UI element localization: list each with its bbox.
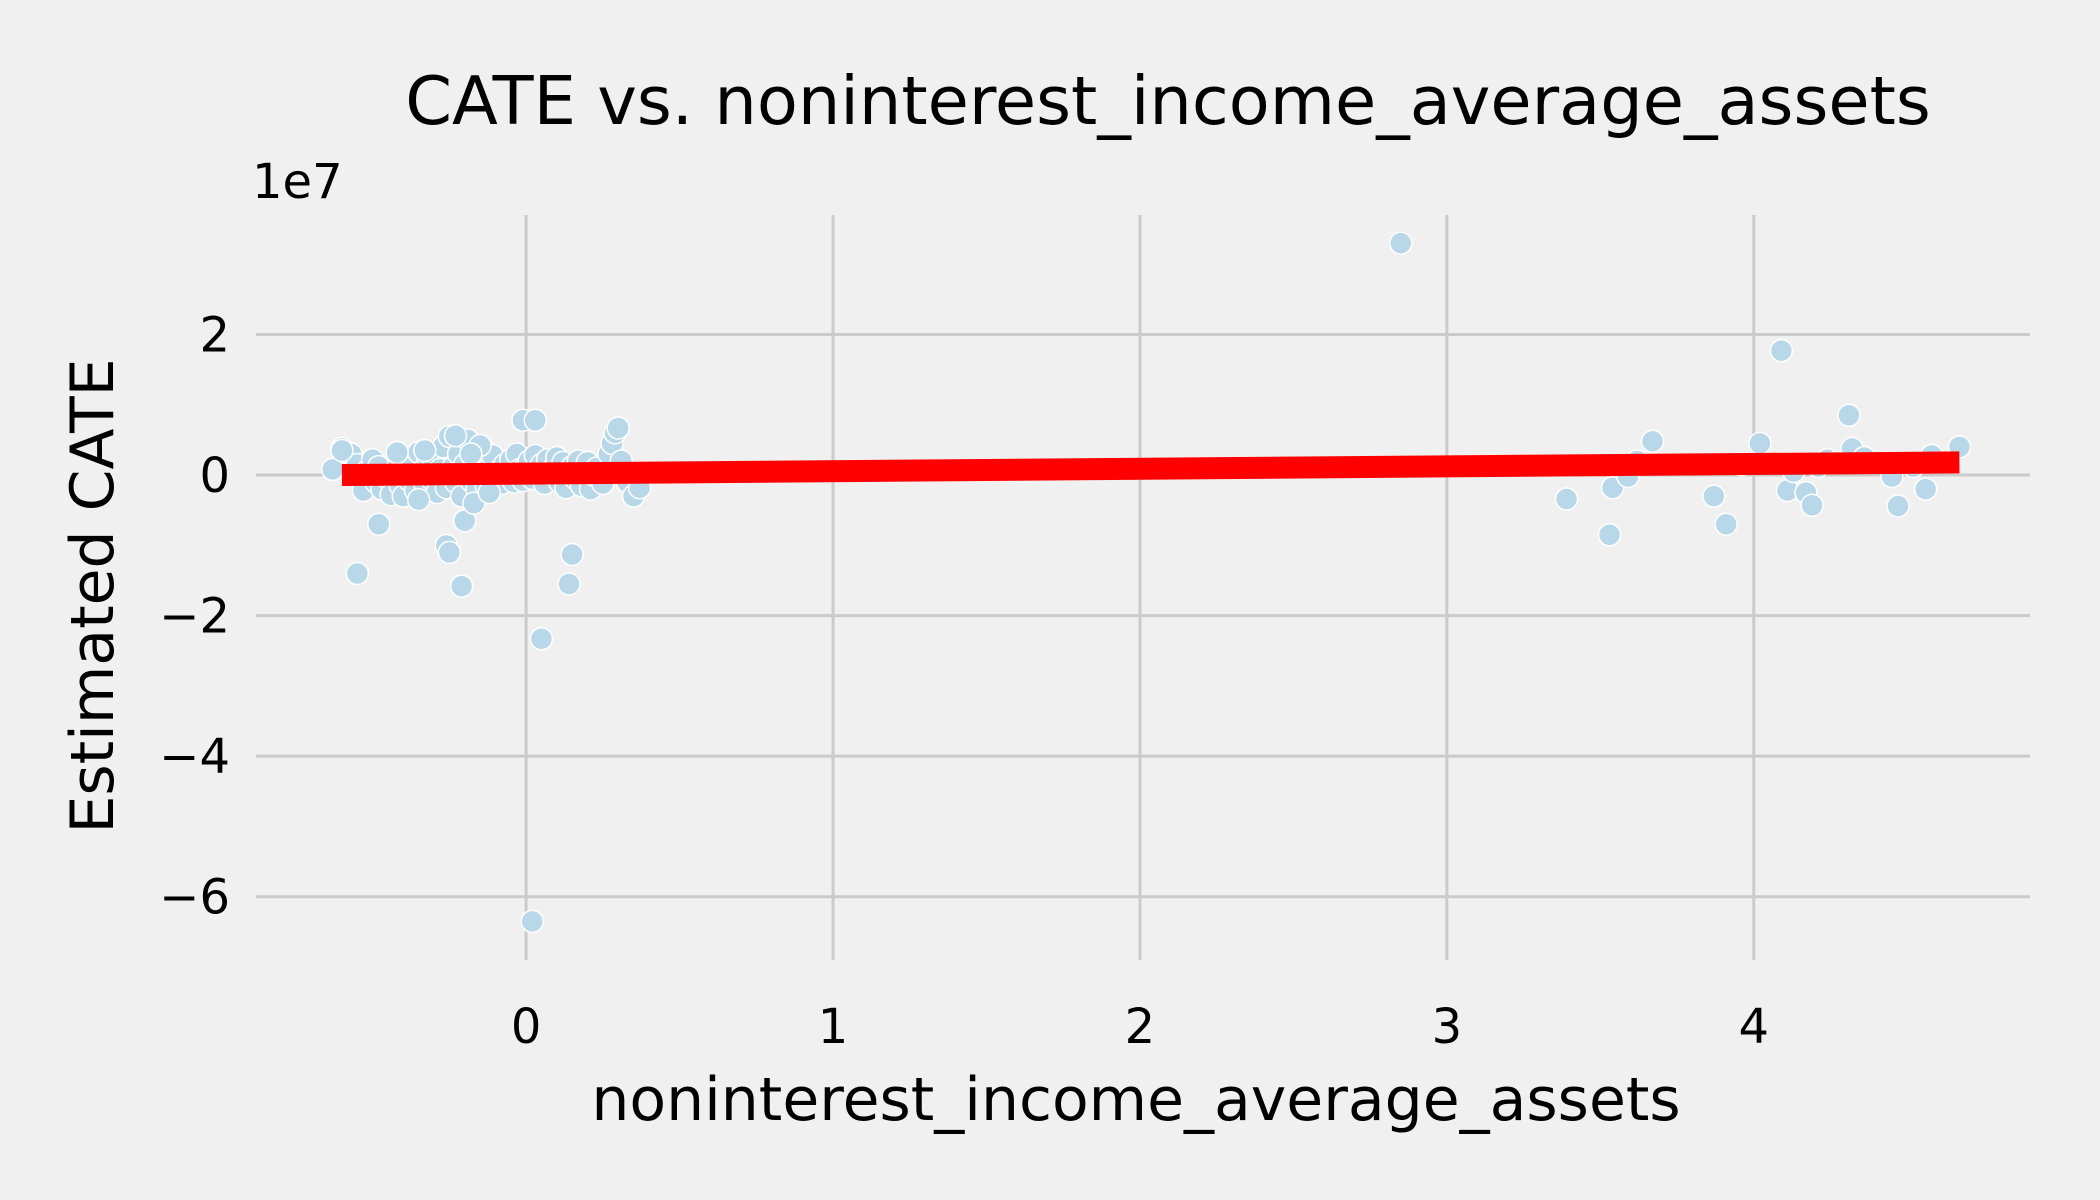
data-point bbox=[385, 440, 409, 465]
data-point bbox=[1640, 429, 1665, 454]
data-point bbox=[1554, 487, 1579, 511]
y-axis-label: Estimated CATE bbox=[58, 358, 128, 833]
y-tick-label: −6 bbox=[159, 870, 230, 926]
data-point bbox=[520, 909, 544, 934]
x-tick-label: 2 bbox=[1125, 999, 1156, 1055]
y-tick-label: 0 bbox=[199, 448, 230, 504]
x-tick-labels: 0 1 2 3 4 bbox=[511, 999, 1769, 1055]
data-point bbox=[529, 627, 554, 651]
x-tick-label: 1 bbox=[818, 999, 849, 1055]
data-point bbox=[413, 438, 437, 463]
data-point bbox=[443, 423, 468, 448]
x-tick-label: 4 bbox=[1738, 999, 1769, 1055]
y-tick-label: −4 bbox=[159, 729, 230, 785]
data-point bbox=[406, 487, 431, 512]
y-offset-label: 1e7 bbox=[252, 154, 343, 210]
data-point bbox=[560, 542, 584, 567]
data-point bbox=[1597, 523, 1622, 547]
data-point bbox=[437, 540, 462, 565]
data-point bbox=[1714, 512, 1738, 536]
data-point bbox=[449, 574, 474, 598]
y-tick-label: 2 bbox=[199, 307, 230, 363]
fit-line bbox=[341, 451, 1960, 487]
y-tick-label: −2 bbox=[159, 589, 230, 645]
data-point bbox=[1913, 477, 1938, 501]
data-point bbox=[606, 416, 630, 440]
data-point bbox=[557, 572, 581, 596]
x-axis-label: noninterest_income_average_assets bbox=[591, 1065, 1680, 1135]
data-point bbox=[330, 438, 354, 463]
data-point bbox=[1769, 338, 1794, 363]
y-tick-labels: 2 0 −2 −4 −6 bbox=[159, 307, 230, 925]
data-point bbox=[1702, 484, 1726, 508]
x-tick-label: 0 bbox=[511, 999, 542, 1055]
data-point bbox=[1800, 493, 1824, 518]
data-point bbox=[1886, 494, 1910, 518]
chart-title: CATE vs. noninterest_income_average_asse… bbox=[405, 62, 1931, 140]
data-point bbox=[1837, 403, 1861, 428]
data-point bbox=[367, 512, 391, 536]
data-point bbox=[1389, 231, 1413, 255]
data-point bbox=[1748, 431, 1772, 456]
data-point bbox=[523, 408, 548, 432]
x-tick-label: 3 bbox=[1432, 999, 1463, 1055]
fit-line-group bbox=[341, 451, 1960, 487]
data-point bbox=[459, 442, 483, 466]
data-point bbox=[345, 561, 370, 586]
